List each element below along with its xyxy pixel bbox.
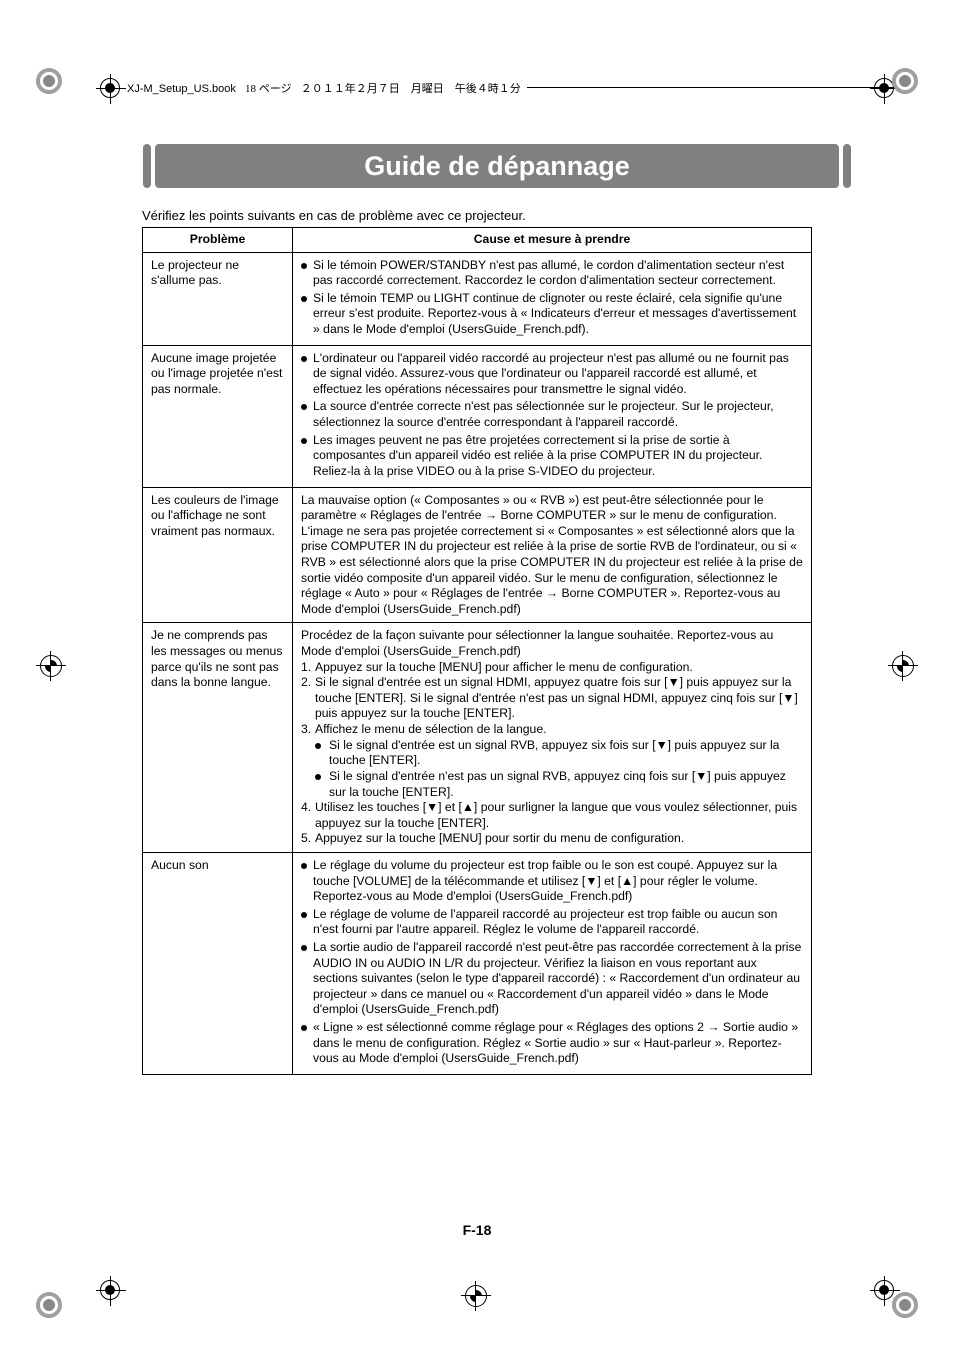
step-intro: Procédez de la façon suivante pour sélec… [301, 628, 803, 659]
problem-cell: Les couleurs de l'image ou l'affichage n… [143, 487, 293, 623]
step-item: 1.Appuyez sur la touche [MENU] pour affi… [301, 660, 803, 676]
intro-text: Vérifiez les points suivants en cas de p… [142, 208, 526, 223]
col-header-problem: Problème [143, 228, 293, 253]
bullet-item: Si le témoin POWER/STANDBY n'est pas all… [301, 258, 803, 289]
step-text: Appuyez sur la touche [MENU] pour sortir… [315, 831, 684, 845]
bullet-item: Si le témoin TEMP ou LIGHT continue de c… [301, 291, 803, 338]
target-mark-icon [40, 655, 62, 677]
table-row: Aucun son Le réglage du volume du projec… [143, 852, 812, 1074]
target-mark-icon [465, 1285, 487, 1307]
step-item: 4.Utilisez les touches [▼] et [▲] pour s… [301, 800, 803, 831]
table-row: Je ne comprends pas les messages ou menu… [143, 623, 812, 853]
register-mark-icon [874, 1280, 894, 1300]
header-filename: XJ-M_Setup_US.book [127, 83, 236, 95]
bullet-item: Les images peuvent ne pas être projetées… [301, 433, 803, 480]
cause-cell: Le réglage du volume du projecteur est t… [293, 852, 812, 1074]
running-header: XJ-M_Setup_US.book 18 ページ ２０１１年２月７日 月曜日 … [127, 80, 527, 96]
target-mark-icon [892, 655, 914, 677]
bullet-item: « Ligne » est sélectionné comme réglage … [301, 1020, 803, 1067]
page-title-text: Guide de dépannage [364, 151, 630, 182]
step-text: Utilisez les touches [▼] et [▲] pour sur… [315, 800, 797, 830]
cause-cell: L'ordinateur ou l'appareil vidéo raccord… [293, 345, 812, 487]
step-text: Affichez le menu de sélection de la lang… [315, 722, 547, 736]
step-item: 3.Affichez le menu de sélection de la la… [301, 722, 803, 800]
table-row: Le projecteur ne s'allume pas. Si le tém… [143, 252, 812, 345]
cause-cell: Procédez de la façon suivante pour sélec… [293, 623, 812, 853]
cause-cell: La mauvaise option (« Composantes » ou «… [293, 487, 812, 623]
col-header-cause: Cause et mesure à prendre [293, 228, 812, 253]
step-text: Si le signal d'entrée est un signal HDMI… [315, 675, 798, 720]
troubleshooting-table: Problème Cause et mesure à prendre Le pr… [142, 227, 812, 1075]
troubleshooting-table-wrap: Problème Cause et mesure à prendre Le pr… [142, 227, 812, 1075]
page-title: Guide de dépannage [155, 144, 839, 188]
header-date: ２０１１年２月７日 月曜日 午後４時１分 [301, 83, 521, 95]
binder-ring-icon [36, 68, 62, 94]
register-mark-icon [100, 78, 120, 98]
problem-cell: Aucun son [143, 852, 293, 1074]
problem-cell: Le projecteur ne s'allume pas. [143, 252, 293, 345]
binder-ring-icon [892, 1292, 918, 1318]
table-row: Les couleurs de l'image ou l'affichage n… [143, 487, 812, 623]
step-item: 5.Appuyez sur la touche [MENU] pour sort… [301, 831, 803, 847]
page: XJ-M_Setup_US.book 18 ページ ２０１１年２月７日 月曜日 … [0, 0, 954, 1348]
cause-cell: Si le témoin POWER/STANDBY n'est pas all… [293, 252, 812, 345]
problem-cell: Je ne comprends pas les messages ou menu… [143, 623, 293, 853]
bullet-item: L'ordinateur ou l'appareil vidéo raccord… [301, 351, 803, 398]
problem-cell: Aucune image projetée ou l'image projeté… [143, 345, 293, 487]
bullet-item: La source d'entrée correcte n'est pas sé… [301, 399, 803, 430]
sub-bullet: Si le signal d'entrée n'est pas un signa… [315, 769, 803, 800]
sub-bullet: Si le signal d'entrée est un signal RVB,… [315, 738, 803, 769]
binder-ring-icon [36, 1292, 62, 1318]
step-text: Appuyez sur la touche [MENU] pour affich… [315, 660, 693, 674]
bullet-item: Le réglage du volume du projecteur est t… [301, 858, 803, 905]
binder-ring-icon [892, 68, 918, 94]
page-number: F-18 [0, 1222, 954, 1238]
step-item: 2.Si le signal d'entrée est un signal HD… [301, 675, 803, 722]
register-mark-icon [874, 78, 894, 98]
register-mark-icon [100, 1280, 120, 1300]
header-page-label: 18 ページ [245, 83, 292, 95]
table-row: Aucune image projetée ou l'image projeté… [143, 345, 812, 487]
bullet-item: La sortie audio de l'appareil raccordé n… [301, 940, 803, 1018]
bullet-item: Le réglage de volume de l'appareil racco… [301, 907, 803, 938]
